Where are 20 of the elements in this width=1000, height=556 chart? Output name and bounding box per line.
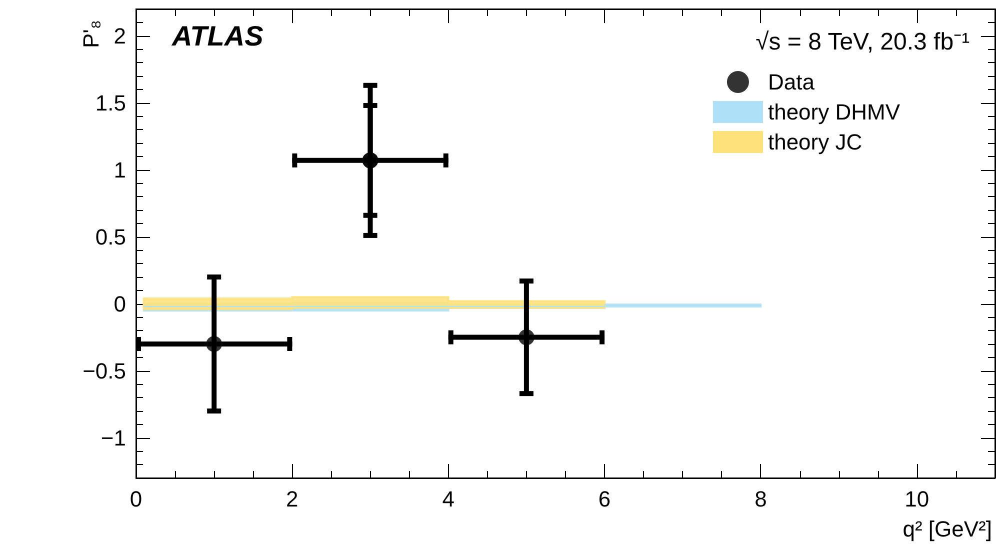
y-tick-label: 0.5	[95, 224, 126, 250]
x-tick-label: 8	[754, 486, 767, 512]
x-tick-label: 10	[904, 486, 930, 512]
y-tick-label: −0.5	[82, 358, 126, 384]
y-tick-label: 1	[114, 157, 126, 182]
legend-label: Data	[768, 70, 816, 94]
annotation: ATLAS	[171, 20, 264, 52]
y-tick-label: 2	[114, 23, 126, 48]
annotation: √s = 8 TeV, 20.3 fb⁻¹	[756, 28, 970, 56]
x-tick-label: 6	[598, 486, 611, 512]
legend-label: theory DHMV	[768, 100, 900, 124]
y-tick-label: −1	[100, 425, 126, 450]
y-tick-label: 1.5	[95, 90, 126, 116]
y-axis-title: P'₈	[78, 20, 104, 48]
x-tick-label: 2	[286, 486, 298, 512]
x-axis-title: q² [GeV²]	[902, 516, 992, 542]
legend-label: theory JC	[768, 130, 862, 154]
x-tick-label: 0	[130, 486, 142, 512]
y-tick-label: 0	[114, 291, 126, 316]
x-tick-label: 4	[442, 486, 454, 512]
